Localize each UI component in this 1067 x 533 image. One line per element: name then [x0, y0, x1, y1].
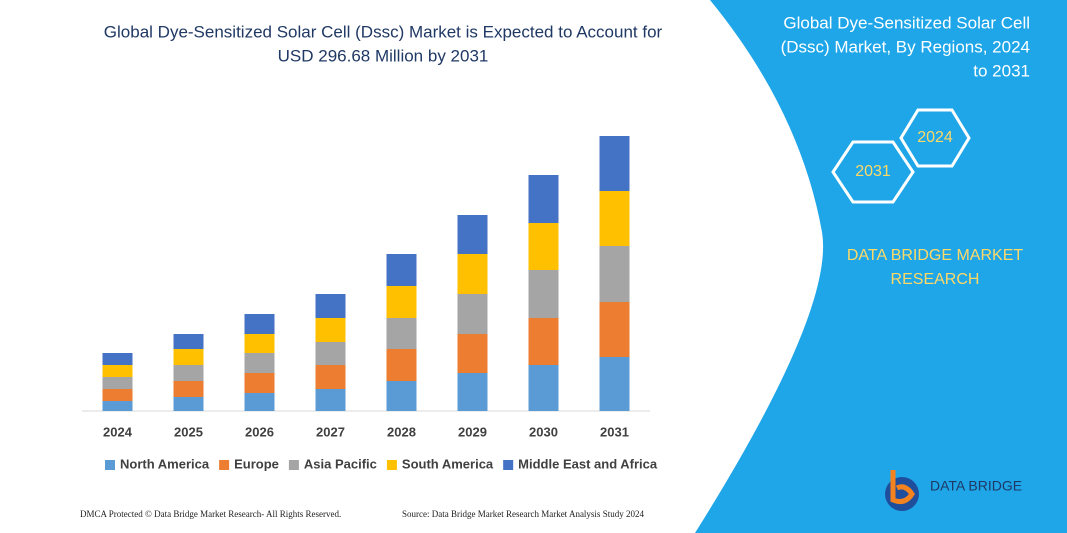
x-tick-label: 2025: [174, 424, 203, 439]
chart-title: Global Dye-Sensitized Solar Cell (Dssc) …: [104, 22, 663, 41]
hexagon-label: 2031: [855, 163, 891, 180]
x-tick-label: 2027: [316, 424, 345, 439]
hexagon: [899, 108, 971, 168]
bar-segment: [386, 254, 417, 286]
bar-segment: [244, 314, 275, 334]
bar-segment: [386, 286, 417, 318]
x-tick-label: 2024: [103, 424, 133, 439]
panel-title: to 2031: [973, 61, 1030, 80]
x-tick-label: 2029: [458, 424, 487, 439]
x-tick-label: 2031: [600, 424, 629, 439]
bar-segment: [599, 246, 630, 302]
panel-title: Global Dye-Sensitized Solar Cell: [783, 13, 1030, 32]
bar-segment: [315, 318, 346, 342]
bar-segment: [528, 223, 559, 270]
bar-segment: [528, 270, 559, 318]
bar-segment: [244, 373, 275, 393]
bar-segment: [102, 377, 133, 389]
bar-segment: [244, 353, 275, 373]
bar-segment: [102, 353, 133, 365]
footer-right: Source: Data Bridge Market Research Mark…: [402, 509, 644, 519]
bar-segment: [173, 349, 204, 365]
legend-swatch: [105, 460, 115, 470]
x-tick-label: 2030: [529, 424, 558, 439]
x-tick-label: 2026: [245, 424, 274, 439]
bar-segment: [457, 334, 488, 373]
bar-segment: [599, 136, 630, 191]
legend-label: Europe: [234, 456, 279, 471]
bar-segment: [315, 342, 346, 365]
brand: DATA BRIDGE MARKET: [847, 247, 1024, 264]
x-tick-label: 2028: [387, 424, 416, 439]
bar-segment: [528, 318, 559, 365]
chart-title: USD 296.68 Million by 2031: [278, 46, 489, 65]
bar-segment: [457, 373, 488, 411]
bar-segment: [386, 381, 417, 411]
hexagon-label: 2024: [917, 129, 953, 146]
panel-title: (Dssc) Market, By Regions, 2024: [781, 37, 1030, 56]
legend-swatch: [386, 460, 397, 470]
bar-segment: [599, 302, 630, 357]
hexagon: [831, 140, 915, 204]
legend-swatch: [288, 460, 299, 470]
bar-segment: [457, 294, 488, 334]
logo-text: DATA BRIDGE: [930, 478, 1022, 494]
bar-segment: [315, 389, 346, 411]
bar-segment: [528, 175, 559, 223]
bar-segment: [457, 215, 488, 254]
bar-segment: [173, 365, 204, 381]
bar-segment: [528, 365, 559, 411]
bar-segment: [244, 393, 275, 411]
bar-segment: [315, 294, 346, 318]
legend-label: Asia Pacific: [304, 456, 377, 471]
bar-segment: [173, 334, 204, 349]
bar-segment: [386, 349, 417, 381]
brand: RESEARCH: [891, 271, 980, 288]
bar-segment: [173, 397, 204, 411]
bar-segment: [102, 365, 133, 377]
bar-segment: [102, 389, 133, 401]
logo-icon: [890, 470, 916, 504]
bar-segment: [457, 254, 488, 294]
legend-swatch: [503, 460, 514, 470]
legend-label: South America: [402, 456, 494, 471]
legend-swatch: [219, 460, 230, 470]
bar-segment: [315, 365, 346, 389]
bar-segment: [173, 381, 204, 397]
side-panel: [695, 0, 1067, 533]
bar-segment: [599, 191, 630, 246]
bar-segment: [244, 334, 275, 353]
legend-label: North America: [120, 456, 210, 471]
footer-left: DMCA Protected © Data Bridge Market Rese…: [80, 509, 341, 519]
bar-segment: [386, 318, 417, 349]
legend-label: Middle East and Africa: [518, 456, 658, 471]
bar-segment: [599, 357, 630, 411]
bar-segment: [102, 401, 133, 411]
